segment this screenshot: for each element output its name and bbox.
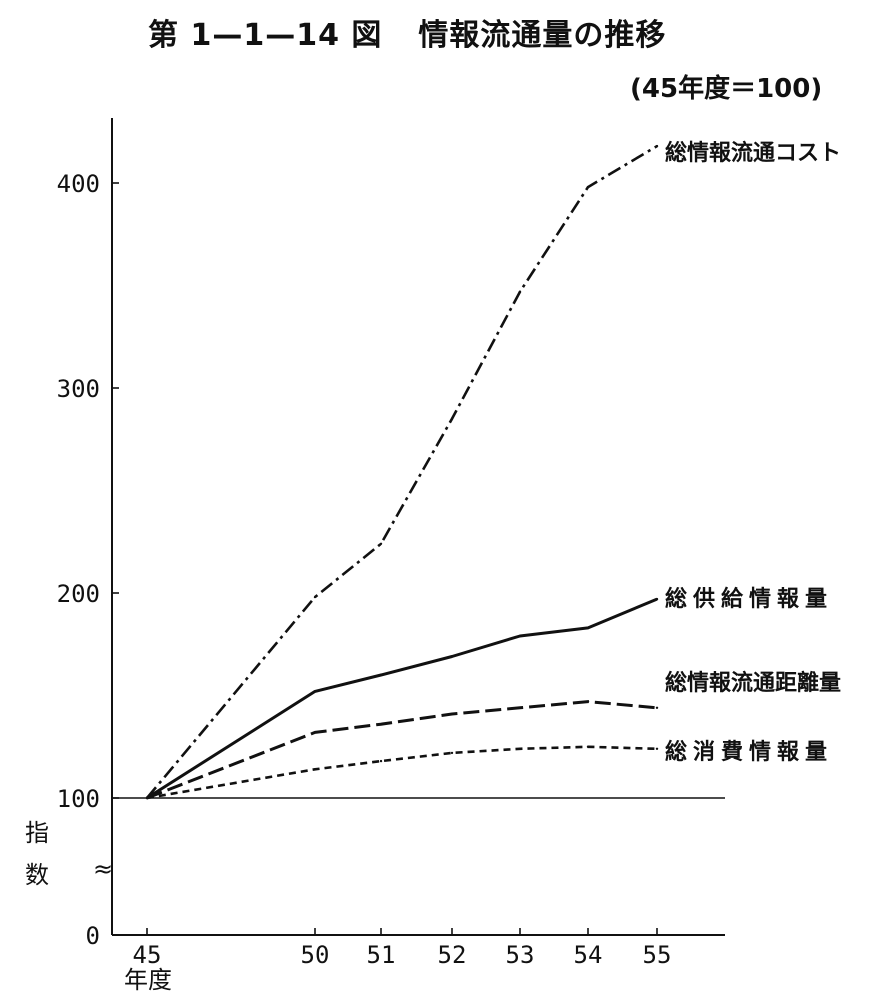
data-point	[655, 597, 659, 601]
series-label-2: 総供給情報量	[665, 586, 833, 612]
data-point	[379, 542, 383, 545]
data-point	[586, 185, 590, 189]
data-point	[586, 700, 590, 703]
y-tick-label: 300	[57, 375, 100, 403]
data-point	[379, 673, 383, 677]
y-tick-label: 200	[57, 580, 100, 608]
data-point	[518, 634, 522, 638]
data-point	[655, 144, 659, 148]
data-point	[145, 796, 149, 800]
series-label-3: 総情報流通距離量	[665, 670, 841, 696]
data-point	[655, 706, 659, 709]
data-point	[450, 417, 454, 420]
x-tick-label: 50	[301, 941, 330, 969]
data-point	[518, 747, 522, 750]
series-line-4	[146, 745, 658, 800]
x-axis-label: 年度	[124, 966, 172, 994]
data-point	[313, 690, 317, 693]
x-tick-label: 45	[133, 941, 162, 969]
data-point	[313, 768, 317, 771]
figure-number: 第 1—1—14 図	[148, 18, 383, 53]
y-tick-label: 100	[57, 785, 100, 813]
x-tick-label: 51	[367, 941, 396, 969]
y-axis-label: 指数	[25, 819, 49, 889]
data-point	[586, 626, 590, 630]
data-point	[450, 751, 454, 755]
data-point	[379, 723, 383, 726]
x-tick-label: 53	[506, 941, 535, 969]
figure-caption: 情報流通量の推移	[418, 18, 667, 53]
x-tick-label: 54	[574, 941, 603, 969]
data-point	[450, 712, 454, 716]
data-point	[379, 759, 383, 763]
series-line-1	[146, 144, 658, 799]
axes: 0 100 200 300 400 45 50 51 52 53 54 55	[57, 118, 725, 969]
chart-subtitle: (45年度＝100)	[630, 74, 823, 104]
data-point	[450, 655, 454, 658]
data-point	[313, 731, 317, 734]
series-label-4: 総消費情報量	[665, 739, 833, 765]
data-point	[655, 747, 659, 750]
data-point	[518, 706, 522, 709]
series-line-2	[146, 597, 658, 800]
axis-break-mark: ≈	[93, 855, 114, 883]
data-point	[586, 745, 590, 748]
data-point	[518, 290, 522, 293]
chart-title: 第 1—1—14 図情報流通量の推移	[148, 10, 666, 54]
x-tick-label: 52	[438, 941, 467, 969]
data-point	[313, 595, 317, 599]
x-tick-label: 55	[643, 941, 672, 969]
series-lines	[145, 144, 659, 800]
y-tick-label: 0	[86, 922, 100, 950]
series-label-1: 総情報流通コスト	[665, 140, 841, 166]
y-tick-label: 400	[57, 170, 100, 198]
